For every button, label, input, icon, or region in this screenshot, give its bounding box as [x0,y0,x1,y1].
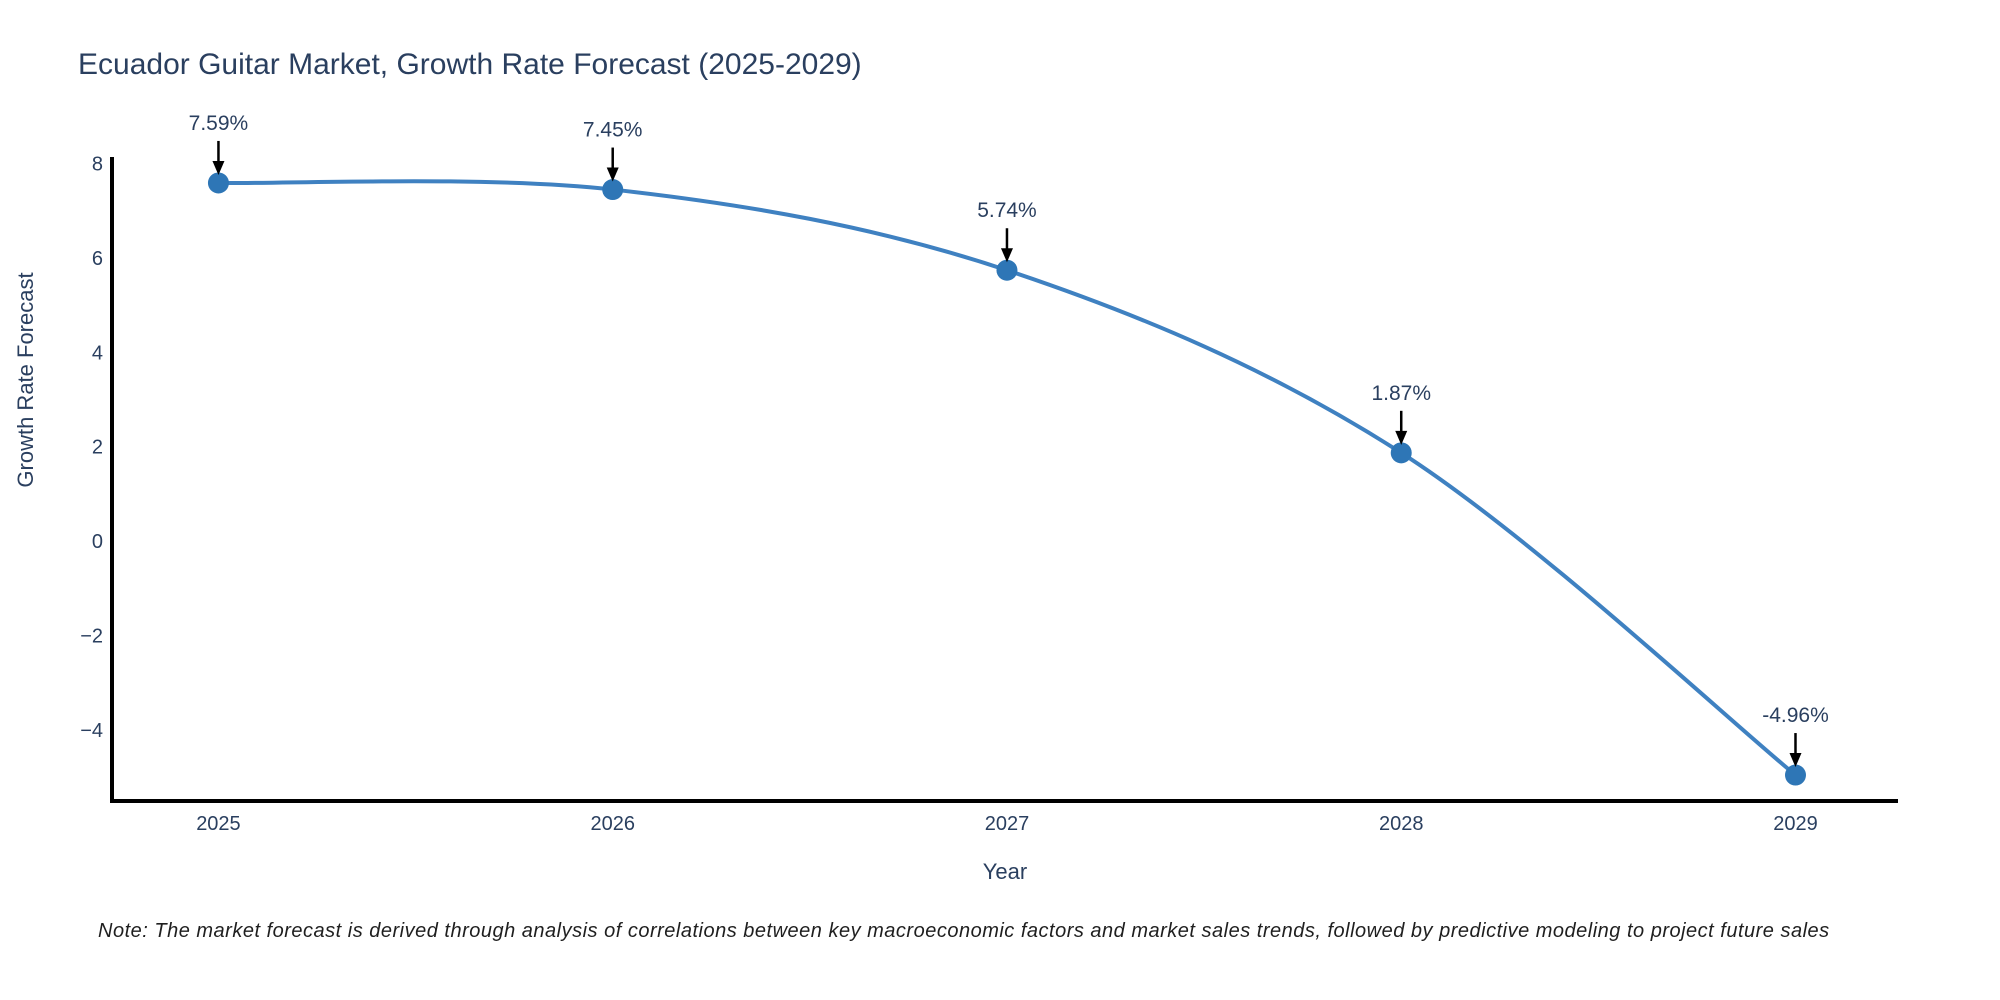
annotation-label: 5.74% [977,199,1037,222]
footnote: Note: The market forecast is derived thr… [98,920,1830,942]
x-tick-label: 2027 [985,813,1030,835]
y-tick-label: 4 [92,342,103,364]
y-tick-label: 6 [92,248,103,270]
x-tick-label: 2029 [1773,813,1818,835]
y-tick-label: −2 [80,625,103,647]
y-axis-title: Growth Rate Forecast [13,272,38,488]
data-point-marker [996,259,1018,281]
annotation-arrowhead [1395,430,1408,445]
chart-title: Ecuador Guitar Market, Growth Rate Forec… [78,48,862,81]
x-tick-label: 2025 [196,813,241,835]
annotation-arrowhead [212,160,225,175]
annotation-label: 7.59% [189,112,249,135]
x-tick-label: 2026 [590,813,635,835]
data-point-marker [602,179,624,201]
x-tick-label: 2028 [1379,813,1424,835]
data-point-marker [1784,764,1806,786]
annotation-arrowhead [606,167,619,182]
y-tick-label: −4 [80,720,103,742]
y-tick-label: 2 [92,437,103,459]
x-axis-title: Year [982,859,1028,884]
annotation-label: 7.45% [583,119,643,142]
data-point-marker [1390,442,1412,464]
annotation-arrowhead [1789,753,1802,768]
annotation-label: 1.87% [1371,382,1431,405]
y-tick-label: 8 [92,154,103,176]
annotation-arrowhead [1000,248,1013,263]
annotation-label: -4.96% [1762,704,1829,727]
y-tick-label: 0 [92,531,103,553]
data-point-marker [207,172,229,194]
